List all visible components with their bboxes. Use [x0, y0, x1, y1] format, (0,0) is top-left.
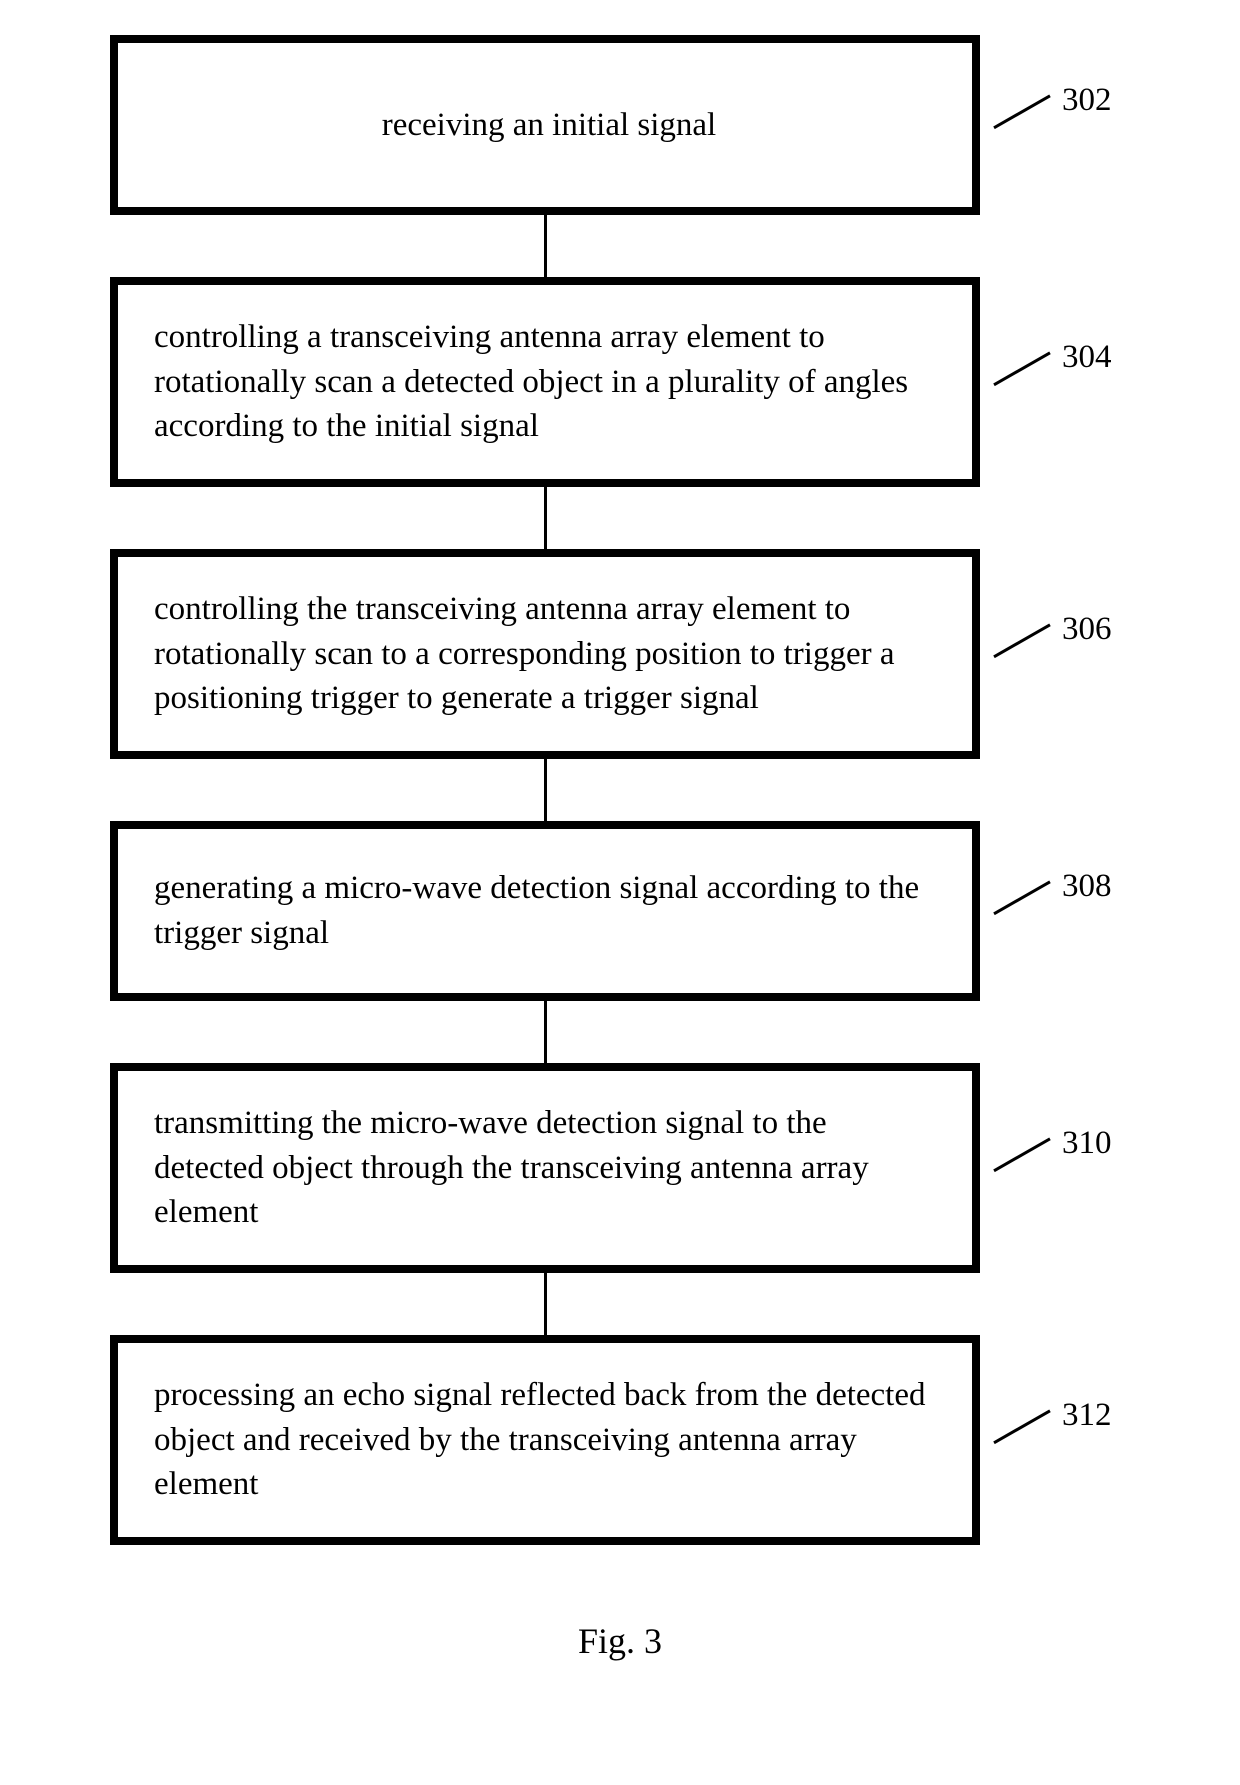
- flowchart-connector: [110, 759, 1240, 821]
- leader-line-icon: [992, 876, 1062, 920]
- leader-line-icon: [992, 90, 1062, 134]
- leader-line-icon: [992, 347, 1062, 391]
- leader-line-icon: [992, 1133, 1062, 1177]
- step-number-label: 312: [1062, 1397, 1112, 1434]
- step-number-label: 310: [1062, 1125, 1112, 1162]
- step-box-308: generating a micro-wave detection signal…: [110, 821, 980, 1001]
- step-box-312: processing an echo signal reflected back…: [110, 1335, 980, 1545]
- step-text: processing an echo signal reflected back…: [154, 1373, 944, 1507]
- step-text: controlling a transceiving antenna array…: [154, 315, 944, 449]
- flowchart-step: processing an echo signal reflected back…: [110, 1335, 1240, 1545]
- step-number-label: 306: [1062, 611, 1112, 648]
- step-number-label: 302: [1062, 82, 1112, 119]
- flowchart-connector: [110, 1273, 1240, 1335]
- flowchart-connector: [110, 1001, 1240, 1063]
- step-text: controlling the transceiving antenna arr…: [154, 587, 944, 721]
- flowchart-connector: [110, 487, 1240, 549]
- step-text: generating a micro-wave detection signal…: [154, 866, 944, 955]
- flowchart-step: controlling the transceiving antenna arr…: [110, 549, 1240, 759]
- flowchart-connector: [110, 215, 1240, 277]
- flowchart-step: transmitting the micro-wave detection si…: [110, 1063, 1240, 1273]
- leader-line-icon: [992, 1405, 1062, 1449]
- step-text: transmitting the micro-wave detection si…: [154, 1101, 944, 1235]
- flowchart-container: receiving an initial signal 302 controll…: [0, 0, 1240, 1662]
- step-box-310: transmitting the micro-wave detection si…: [110, 1063, 980, 1273]
- step-number-label: 304: [1062, 339, 1112, 376]
- flowchart-step: receiving an initial signal 302: [110, 35, 1240, 215]
- step-box-302: receiving an initial signal: [110, 35, 980, 215]
- figure-caption: Fig. 3: [0, 1620, 1240, 1662]
- step-text: receiving an initial signal: [154, 103, 944, 148]
- step-number-label: 308: [1062, 868, 1112, 905]
- flowchart-step: controlling a transceiving antenna array…: [110, 277, 1240, 487]
- flowchart-step: generating a micro-wave detection signal…: [110, 821, 1240, 1001]
- step-box-306: controlling the transceiving antenna arr…: [110, 549, 980, 759]
- step-box-304: controlling a transceiving antenna array…: [110, 277, 980, 487]
- leader-line-icon: [992, 619, 1062, 663]
